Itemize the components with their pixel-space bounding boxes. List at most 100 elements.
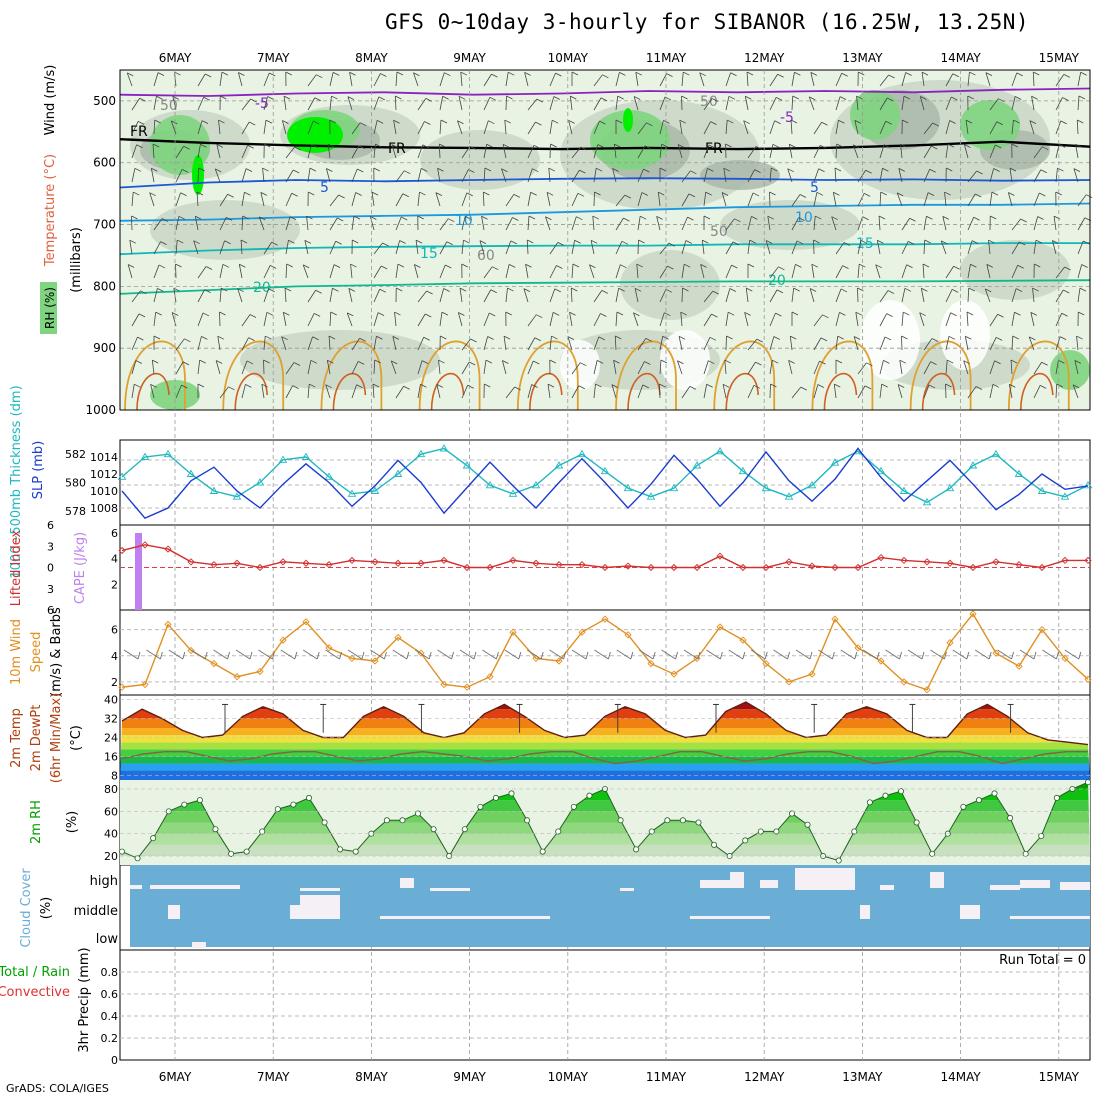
temp-band-5 [120, 735, 1090, 743]
wind-barb-flag [753, 384, 761, 389]
wind-barb-flag [313, 313, 321, 317]
wind-barb [813, 337, 822, 351]
contour-label-16: 60 [477, 248, 495, 264]
wind-barb [505, 217, 513, 231]
wind-barb [351, 216, 355, 231]
wind-barb [505, 264, 510, 279]
wind-barb-flag [483, 191, 490, 196]
wind-barb-flag [711, 313, 718, 318]
wind-barb [417, 337, 425, 351]
wind-barb-flag [708, 144, 716, 149]
wind-barb-flag [991, 191, 999, 196]
wind-barb-flag [382, 242, 389, 247]
wind-barb-flag [133, 191, 140, 196]
wind-barb-flag [360, 122, 367, 127]
wind-barb [197, 73, 206, 87]
wind-barb [153, 241, 161, 255]
wind-barb [395, 264, 399, 279]
ylabel-temp2m-3: (6hr Min/Max) [49, 693, 64, 783]
wind-barb [483, 97, 491, 111]
wind-barb-flag [448, 218, 455, 223]
wind-barb [263, 96, 269, 111]
wind-barb [351, 361, 359, 375]
wind-barb [395, 193, 404, 207]
wind-speed-point [969, 610, 977, 618]
wind-barb-flag [327, 359, 334, 364]
wind10m-barb-flag [921, 651, 925, 660]
wind-barb [149, 192, 155, 207]
wind-barb [901, 264, 907, 279]
wind-barb [1055, 168, 1058, 183]
wind-barb [197, 336, 202, 351]
wind10m-barb [414, 649, 430, 660]
wind10m-barb [370, 649, 385, 660]
wind-barb [965, 120, 969, 135]
wind-barb [967, 193, 976, 207]
wind-barb [391, 144, 397, 159]
wind-barb-flag [819, 145, 827, 149]
contour-label-13: 50 [160, 98, 178, 114]
wind-barb [813, 168, 819, 183]
wind-barb-flag [589, 264, 596, 269]
cloud-high-9 [795, 868, 855, 890]
rh-tick: 80 [104, 783, 118, 796]
wind-barb-flag [172, 96, 180, 100]
wind-barb-flag [221, 71, 229, 76]
wind-barb [680, 312, 683, 327]
wind-barb-flag [177, 239, 184, 244]
wind-barb [787, 168, 793, 183]
wind-barb [703, 192, 707, 207]
wind-barb [923, 216, 927, 231]
thickness-point [186, 469, 196, 477]
wind-barb [897, 384, 903, 399]
wind-barb [923, 122, 933, 135]
thickness-point [1083, 480, 1093, 489]
wind-barb-flag [946, 167, 953, 172]
wind-speed-point [900, 678, 908, 686]
wind-barb [593, 74, 603, 87]
wind-speed-point [1015, 662, 1023, 670]
wind-barb [373, 96, 380, 111]
lifted-tick: 6 [47, 519, 54, 532]
wind-barb [417, 384, 421, 399]
wind-barb-flag [986, 264, 994, 268]
wind-barb-flag [924, 239, 931, 244]
wind-barb-flag [800, 386, 807, 391]
wind-barb-flag [523, 288, 531, 292]
wind10m-barb-flag [1011, 651, 1015, 660]
wind-barb-flag [793, 287, 800, 292]
wind-barb [285, 362, 295, 375]
wind-barb [1053, 216, 1057, 231]
wind-barb [417, 290, 427, 303]
wind-barb [659, 242, 670, 255]
wind-barb [175, 384, 182, 399]
wind10m-barb-flag [294, 651, 298, 660]
lifted-index-point [624, 562, 632, 570]
wind-barb-flag [310, 359, 318, 364]
wind-barb-flag [152, 143, 160, 148]
wind-barb-flag [774, 120, 781, 125]
wind-barb-flag [731, 264, 738, 269]
lifted-index-point [118, 546, 126, 555]
wind-barb-flag [600, 313, 607, 317]
wind-barb-flag [184, 338, 191, 343]
wind-barb [1055, 97, 1063, 111]
wind-barb-flag [491, 73, 498, 78]
wind-barb [593, 313, 601, 327]
wind-barb [769, 168, 772, 183]
wind-barb-flag [931, 338, 939, 342]
wind-barb [197, 289, 205, 303]
wind-barb-flag [227, 193, 234, 198]
rh2m-point [274, 806, 281, 813]
wind-barb-flag [995, 337, 1003, 341]
wind-barb-flag [309, 383, 316, 388]
wind-barb [263, 312, 268, 327]
wind-barb-flag [1086, 194, 1093, 199]
wind-barb [325, 168, 331, 183]
date-tick-top-1: 7MAY [257, 51, 290, 65]
wind-barb [747, 146, 757, 159]
wind-barb-flag [1073, 168, 1081, 172]
rh2m-point [196, 797, 203, 804]
wind-barb-flag [787, 168, 794, 173]
wind-barb [392, 336, 397, 351]
